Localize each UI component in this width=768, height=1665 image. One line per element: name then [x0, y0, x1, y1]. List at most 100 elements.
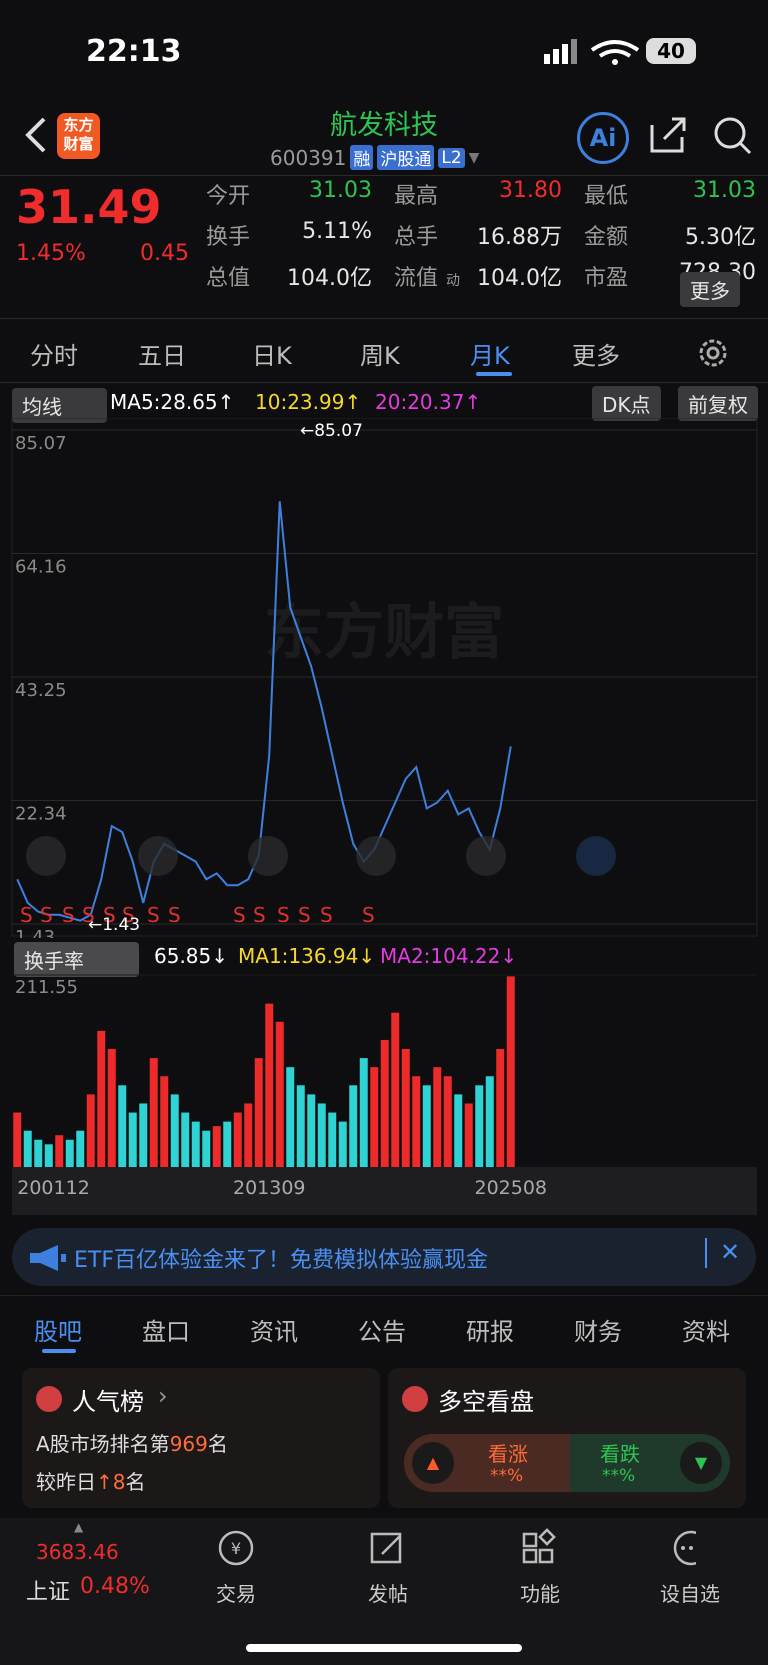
turnover-bar [128, 1112, 137, 1167]
field-label: 最高 [394, 184, 439, 209]
dk-button[interactable]: DK点 [592, 386, 661, 421]
section-tab[interactable]: 盘口 [142, 1318, 190, 1346]
sell-signal: S [20, 903, 33, 927]
ma5: MA5:28.65↑ [110, 390, 235, 414]
stock-code: 600391 [270, 145, 347, 170]
x-tick-label: 202508 [474, 1177, 547, 1199]
app-logo: 东方 财富 [57, 113, 100, 159]
more-button[interactable]: 更多 [680, 272, 740, 307]
nav-item[interactable]: 设自选 [660, 1582, 720, 1606]
back-button[interactable] [22, 115, 52, 155]
field-label: 总值 [206, 266, 251, 291]
low-annotation: ←1.43 [88, 915, 140, 935]
tab[interactable]: 周K [360, 342, 400, 370]
sentiment-card[interactable]: 多空看盘 ▲ ▼ 看涨 **% 看跌 **% [388, 1368, 746, 1508]
chart-button[interactable] [466, 836, 506, 876]
tab[interactable]: 五日 [138, 342, 186, 370]
field-label: 市盈 [584, 266, 629, 291]
chart-button[interactable] [356, 836, 396, 876]
rank-line: A股市场排名第969名 [36, 1428, 228, 1457]
turnover-bar [275, 1021, 284, 1167]
turnover-bar [338, 1121, 347, 1167]
field-value: 104.0亿 [287, 266, 372, 291]
turnover-bar [34, 1139, 43, 1167]
sell-signal: S [277, 903, 290, 927]
settings-icon[interactable] [696, 336, 730, 370]
turnover-bar [202, 1130, 211, 1167]
card-title: 多空看盘 [438, 1388, 534, 1416]
tab[interactable]: 日K [252, 342, 292, 370]
turnover-bar [149, 1058, 158, 1167]
status-icons [544, 39, 640, 65]
field-value: 16.88万 [477, 225, 562, 250]
rank-suffix: 名 [207, 1432, 228, 1456]
sell-signal: S [298, 903, 311, 927]
logo-text: 财富 [63, 135, 94, 153]
logo-text: 东方 [63, 116, 94, 134]
banner[interactable]: ETF百亿体验金来了！免费模拟体验赢现金 ✕ [12, 1228, 756, 1286]
price-line [16, 501, 512, 922]
chart-button[interactable] [26, 836, 66, 876]
chart-button[interactable] [248, 836, 288, 876]
close-button[interactable]: ✕ [720, 1238, 741, 1266]
rank-change: 8 [112, 1470, 126, 1494]
turnover-bar [401, 1049, 410, 1167]
turnover-bar [86, 1094, 95, 1167]
turnover-bar [422, 1085, 431, 1167]
section-tab[interactable]: 公告 [358, 1318, 406, 1346]
badge: 融 [350, 145, 374, 170]
turnover-bar [160, 1076, 169, 1167]
ma-selector[interactable]: 均线 [12, 388, 107, 423]
turnover-bar [107, 1049, 116, 1167]
tab[interactable]: 分时 [30, 342, 78, 370]
bear-label: 看跌 [600, 1442, 640, 1466]
section-tab[interactable]: 财务 [574, 1318, 622, 1346]
turnover-bar [349, 1085, 358, 1167]
turnover-bar [254, 1058, 263, 1167]
turnover-bar [328, 1112, 337, 1167]
turnover-bar [380, 1039, 389, 1167]
turnover-bar [97, 1030, 106, 1167]
turnover-bar [23, 1130, 32, 1167]
field-label: 金额 [584, 225, 629, 250]
change-prefix: 较昨日 [36, 1470, 96, 1494]
nav-item[interactable]: 发帖 [368, 1582, 408, 1606]
tab-active[interactable]: 月K [470, 342, 510, 370]
nav-item[interactable]: 功能 [520, 1582, 560, 1606]
nav-icons: ¥ [218, 1528, 696, 1566]
adjust-button[interactable]: 前复权 [678, 386, 758, 421]
turnover-bar [307, 1094, 316, 1167]
stock-code-row: 600391 融 沪股通 L2 ▼ [270, 145, 480, 170]
y-tick-label: 64.16 [15, 557, 67, 578]
bull-label: 看涨 [488, 1442, 528, 1466]
turnover-bar [223, 1121, 232, 1167]
chart-button[interactable] [576, 836, 616, 876]
popularity-card[interactable]: 人气榜 › A股市场排名第969名 较昨日↑8名 [22, 1368, 380, 1508]
section-tab[interactable]: 资料 [682, 1318, 730, 1346]
axis-band [12, 1167, 757, 1215]
volume-selector[interactable]: 换手率 [14, 942, 139, 977]
change-suffix: 名 [125, 1470, 146, 1494]
section-tab[interactable]: 研报 [466, 1318, 514, 1346]
turnover-ma2: MA2:104.22↓ [380, 944, 518, 968]
turnover-bar [13, 1112, 22, 1167]
section-tab[interactable]: 资讯 [250, 1318, 298, 1346]
turnover-bar [191, 1121, 200, 1167]
section-tab-active[interactable]: 股吧 [34, 1318, 82, 1346]
price: 31.49 [16, 180, 162, 234]
sell-signal: S [40, 903, 53, 927]
sell-signal: S [253, 903, 266, 927]
tab[interactable]: 更多 [572, 342, 620, 370]
header-icons [650, 117, 752, 155]
nav-item[interactable]: 交易 [216, 1582, 256, 1606]
chart-button[interactable] [138, 836, 178, 876]
turnover-bar [506, 976, 515, 1167]
ai-button[interactable]: Ai [577, 112, 629, 164]
ma20: 20:20.37↑ [375, 390, 482, 414]
sell-signal: S [362, 903, 375, 927]
change-line: 较昨日↑8名 [36, 1470, 146, 1494]
turnover-bar [181, 1112, 190, 1167]
turnover-bar [265, 1003, 274, 1167]
